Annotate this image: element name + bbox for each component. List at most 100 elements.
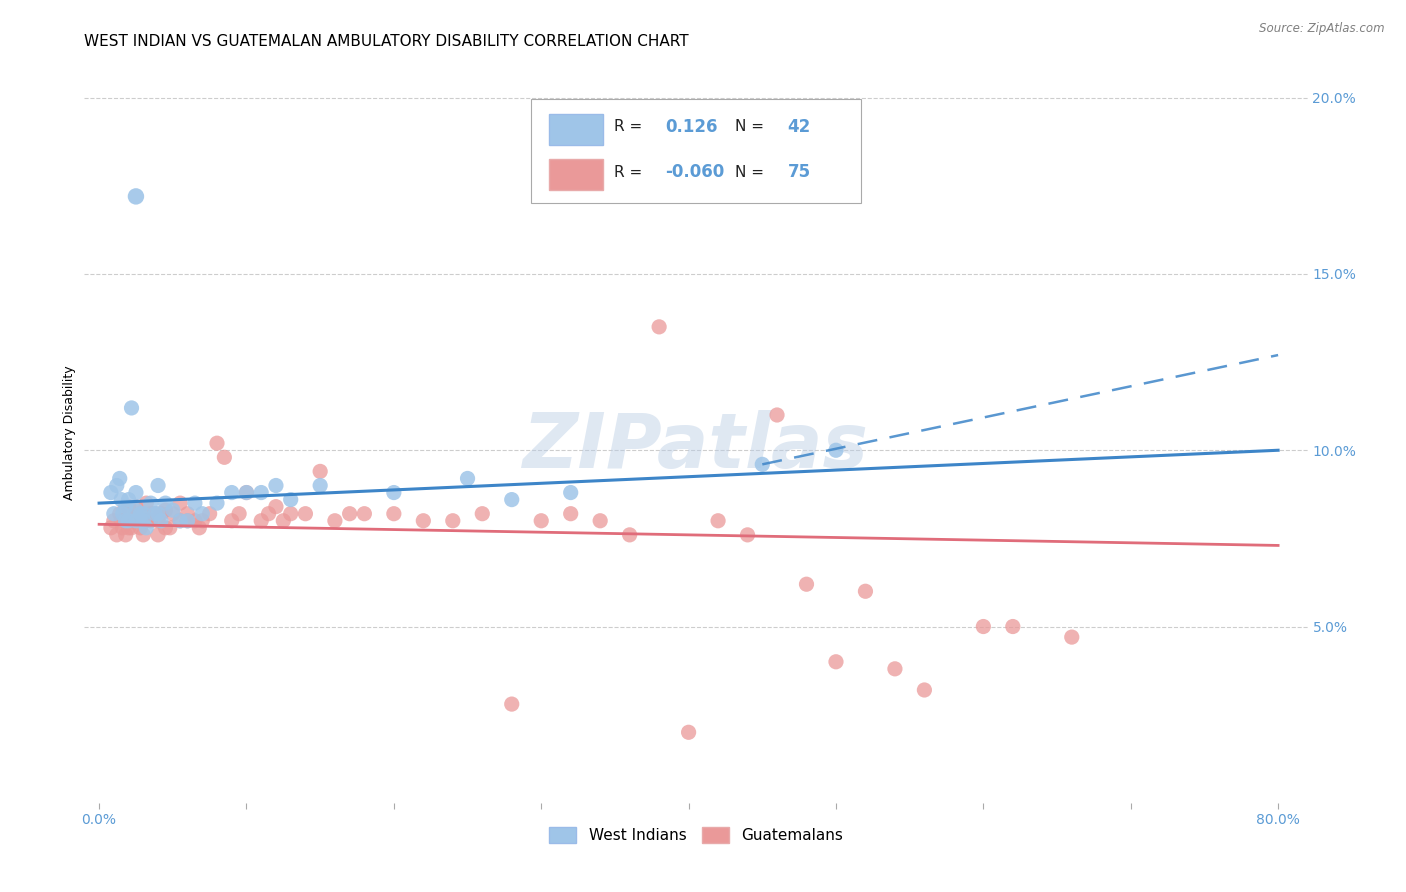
Point (176, 507, 198, 521)
Point (150, 514, 173, 528)
Point (309, 478, 332, 492)
Point (214, 450, 236, 465)
Point (648, 319, 671, 334)
Text: ZIPatlas: ZIPatlas (523, 410, 869, 484)
Point (132, 514, 155, 528)
Point (294, 507, 316, 521)
Point (323, 514, 346, 528)
Point (121, 521, 143, 535)
Point (117, 492, 139, 507)
Point (589, 514, 612, 528)
Point (155, 503, 177, 517)
Legend: West Indians, Guatemalans: West Indians, Guatemalans (541, 820, 851, 851)
Point (155, 521, 177, 535)
Point (382, 485, 405, 500)
Point (111, 521, 134, 535)
Point (132, 528, 155, 542)
Point (382, 507, 405, 521)
Point (143, 507, 166, 521)
Point (221, 514, 243, 528)
Point (737, 528, 759, 542)
Point (125, 485, 148, 500)
Point (184, 514, 207, 528)
Point (972, 619, 994, 633)
Point (125, 189, 148, 203)
Point (105, 528, 128, 542)
Point (146, 528, 169, 542)
Point (501, 697, 523, 711)
Point (257, 507, 280, 521)
Text: R =: R = (614, 164, 643, 179)
Point (457, 471, 479, 485)
Point (114, 500, 136, 514)
Point (228, 507, 250, 521)
Point (108, 471, 131, 485)
Point (501, 492, 523, 507)
Point (678, 725, 700, 739)
FancyBboxPatch shape (531, 99, 860, 203)
Text: -0.060: -0.060 (665, 163, 724, 181)
Text: R =: R = (614, 120, 643, 135)
Text: N =: N = (735, 164, 763, 179)
Point (441, 514, 464, 528)
Point (184, 496, 207, 510)
Point (103, 514, 125, 528)
Point (264, 500, 287, 514)
Point (129, 507, 152, 521)
Point (353, 507, 375, 521)
Point (235, 485, 257, 500)
Point (125, 514, 148, 528)
Point (121, 401, 143, 415)
Point (105, 478, 128, 492)
Point (162, 507, 184, 521)
Point (143, 507, 166, 521)
Point (766, 408, 789, 422)
Point (796, 577, 818, 591)
Y-axis label: Ambulatory Disability: Ambulatory Disability (63, 366, 76, 500)
Point (250, 514, 273, 528)
FancyBboxPatch shape (550, 114, 603, 145)
Point (129, 521, 152, 535)
Text: WEST INDIAN VS GUATEMALAN AMBULATORY DISABILITY CORRELATION CHART: WEST INDIAN VS GUATEMALAN AMBULATORY DIS… (84, 34, 689, 49)
Point (139, 514, 162, 528)
Point (855, 584, 877, 599)
Point (264, 478, 287, 492)
Point (114, 507, 136, 521)
Point (129, 507, 152, 521)
Point (114, 528, 136, 542)
Point (205, 496, 228, 510)
Point (150, 507, 173, 521)
Point (412, 514, 434, 528)
Point (125, 500, 148, 514)
Point (191, 514, 214, 528)
Point (339, 507, 361, 521)
Point (560, 485, 582, 500)
Point (108, 507, 131, 521)
Point (169, 496, 191, 510)
Point (560, 507, 582, 521)
Point (309, 464, 332, 478)
Point (117, 500, 139, 514)
Point (100, 485, 122, 500)
Point (125, 514, 148, 528)
Point (125, 503, 148, 517)
Point (169, 514, 191, 528)
Point (530, 514, 553, 528)
Point (111, 507, 134, 521)
Point (176, 514, 198, 528)
Point (146, 514, 169, 528)
Point (280, 507, 302, 521)
Point (132, 514, 155, 528)
Point (198, 507, 221, 521)
Point (1001, 619, 1024, 633)
Point (159, 521, 181, 535)
Point (162, 503, 184, 517)
Point (884, 662, 907, 676)
Point (135, 496, 157, 510)
Point (205, 436, 228, 450)
Point (132, 507, 155, 521)
Point (139, 496, 162, 510)
Point (110, 492, 132, 507)
Point (169, 514, 191, 528)
Point (825, 655, 848, 669)
